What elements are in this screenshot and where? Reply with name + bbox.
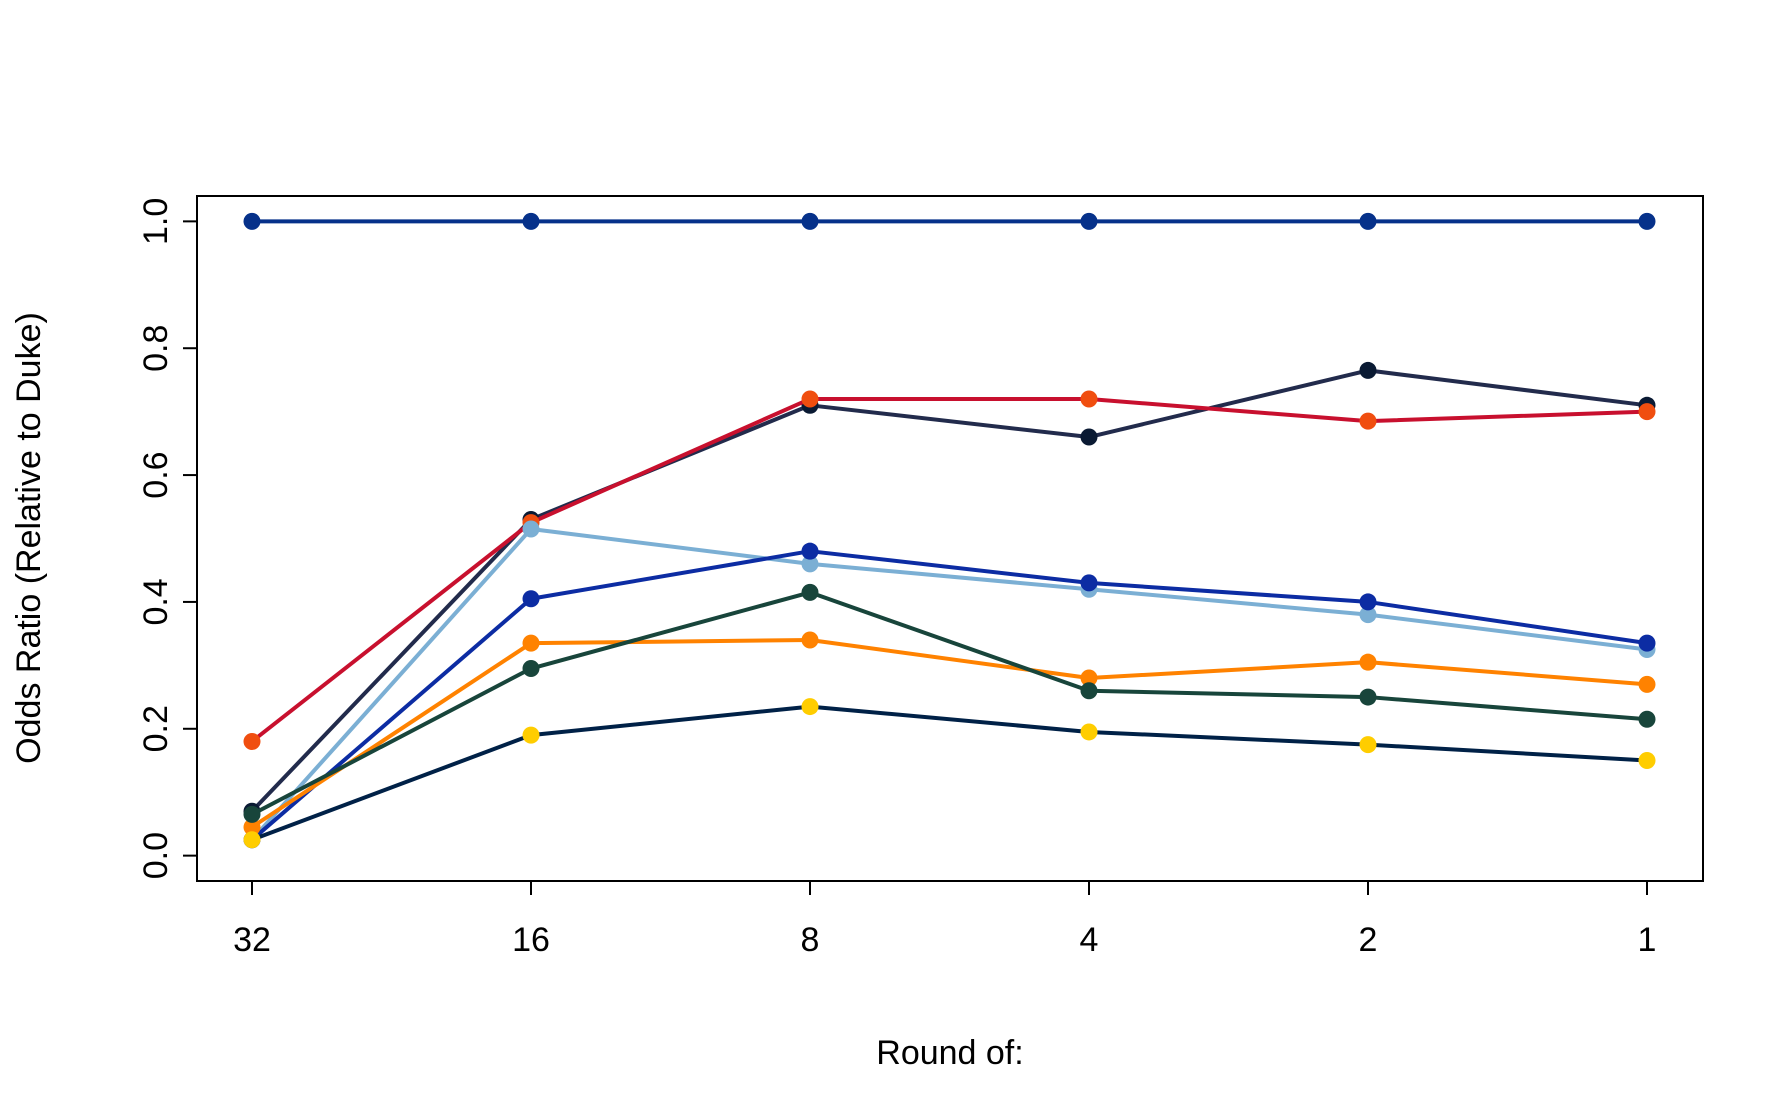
data-point xyxy=(243,831,261,849)
data-point xyxy=(1638,634,1656,652)
data-point xyxy=(1080,723,1098,741)
x-axis: 32 16 8 4 2 1 xyxy=(233,881,1656,959)
data-point xyxy=(522,726,540,744)
data-point xyxy=(1359,736,1377,754)
series-line xyxy=(250,526,1648,842)
data-point xyxy=(1638,675,1656,693)
data-point xyxy=(1359,361,1377,379)
data-point xyxy=(243,818,261,836)
series-line xyxy=(250,368,1648,813)
series-8 xyxy=(243,698,1656,849)
y-tick-label: 0.6 xyxy=(137,451,175,498)
data-point xyxy=(1359,688,1377,706)
data-point xyxy=(1080,682,1098,700)
y-axis-title: Odds Ratio (Relative to Duke) xyxy=(10,312,48,764)
x-tick-label: 8 xyxy=(801,921,820,959)
y-tick-label: 0.4 xyxy=(137,578,175,625)
series-4 xyxy=(243,520,1656,849)
x-tick-label: 16 xyxy=(512,921,550,959)
data-point xyxy=(1080,428,1098,446)
data-point xyxy=(522,520,540,538)
x-tick-label: 32 xyxy=(233,921,271,959)
data-point xyxy=(801,631,819,649)
series-2 xyxy=(243,361,1656,820)
series-layer xyxy=(243,212,1656,849)
data-point xyxy=(801,698,819,716)
series-line xyxy=(250,549,1648,842)
data-point xyxy=(1638,403,1656,421)
series-line xyxy=(250,637,1648,829)
data-point xyxy=(243,212,261,230)
data-point xyxy=(1080,669,1098,687)
y-tick-label: 0.0 xyxy=(137,832,175,879)
data-point xyxy=(801,542,819,560)
data-point xyxy=(1638,212,1656,230)
data-point xyxy=(522,634,540,652)
y-tick-label: 0.2 xyxy=(137,705,175,752)
data-point xyxy=(522,212,540,230)
x-tick-label: 2 xyxy=(1359,921,1378,959)
data-point xyxy=(243,732,261,750)
x-tick-label: 1 xyxy=(1638,921,1657,959)
data-point xyxy=(801,555,819,573)
data-point xyxy=(801,583,819,601)
data-point xyxy=(522,590,540,608)
data-point xyxy=(1638,751,1656,769)
data-point xyxy=(1080,574,1098,592)
data-point xyxy=(801,390,819,408)
data-point xyxy=(1359,212,1377,230)
data-point xyxy=(1359,653,1377,671)
series-line xyxy=(251,704,1648,842)
series-3 xyxy=(243,390,1656,750)
series-line xyxy=(251,590,1648,817)
data-point xyxy=(243,805,261,823)
data-point xyxy=(1080,212,1098,230)
series-5 xyxy=(243,542,1656,849)
series-line xyxy=(250,396,1648,744)
data-point xyxy=(1638,710,1656,728)
data-point xyxy=(1359,593,1377,611)
data-point xyxy=(1359,606,1377,624)
y-tick-label: 0.8 xyxy=(137,325,175,372)
plot-box xyxy=(196,195,1704,882)
data-point xyxy=(801,212,819,230)
data-point xyxy=(1359,412,1377,430)
y-tick-label: 1.0 xyxy=(137,198,175,245)
x-axis-title: Round of: xyxy=(876,1034,1023,1072)
data-point xyxy=(522,660,540,678)
series-7 xyxy=(243,583,1656,823)
series-1 xyxy=(243,212,1656,230)
series-6 xyxy=(243,631,1656,836)
y-axis: 0.0 0.2 0.4 0.6 0.8 1.0 xyxy=(137,198,197,879)
x-tick-label: 4 xyxy=(1080,921,1099,959)
data-point xyxy=(1080,390,1098,408)
